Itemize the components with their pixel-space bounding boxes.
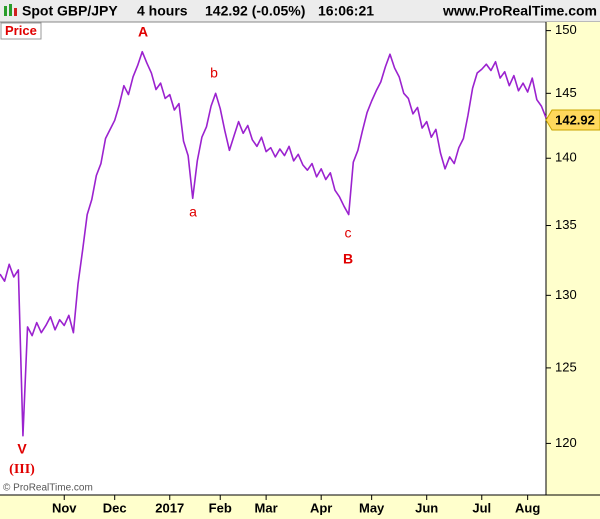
copyright: © ProRealTime.com bbox=[3, 483, 93, 494]
wave-label: b bbox=[210, 65, 218, 81]
x-tick-label: Jul bbox=[472, 500, 491, 515]
panel-label-box bbox=[0, 22, 42, 40]
y-tick-label: 120 bbox=[555, 435, 577, 450]
y-tick-label: 130 bbox=[555, 287, 577, 302]
wave-label: A bbox=[138, 24, 148, 40]
y-tick-label: 140 bbox=[555, 150, 577, 165]
source: www.ProRealTime.com bbox=[442, 3, 597, 19]
wave-label: V bbox=[17, 441, 27, 457]
x-tick-label: Mar bbox=[255, 500, 278, 515]
last-price-flag bbox=[545, 109, 600, 131]
wave-label: B bbox=[343, 251, 353, 267]
y-tick-label: 145 bbox=[555, 85, 577, 100]
last-price-label: 142.92 bbox=[555, 112, 595, 127]
price-line bbox=[0, 50, 547, 437]
timeframe: 4 hours bbox=[137, 3, 188, 19]
x-tick-label: May bbox=[359, 500, 385, 515]
x-tick-label: Apr bbox=[310, 500, 332, 515]
y-tick-label: 150 bbox=[555, 22, 577, 37]
quote: 142.92 (-0.05%) bbox=[205, 3, 305, 19]
x-tick-label: Nov bbox=[52, 500, 77, 515]
y-tick-label: 125 bbox=[555, 359, 577, 374]
x-tick-label: Dec bbox=[103, 500, 127, 515]
chart-icon bbox=[4, 4, 17, 16]
panel-label: Price bbox=[5, 23, 37, 38]
wave-label: (III) bbox=[9, 462, 35, 477]
x-tick-label: Aug bbox=[515, 500, 540, 515]
wave-label: a bbox=[189, 204, 197, 220]
y-tick-label: 135 bbox=[555, 217, 577, 232]
wave-label: c bbox=[345, 225, 352, 241]
x-tick-label: Jun bbox=[415, 500, 438, 515]
x-axis-panel bbox=[0, 495, 600, 519]
time: 16:06:21 bbox=[318, 3, 374, 19]
x-tick-label: Feb bbox=[209, 500, 232, 515]
header-bar bbox=[0, 0, 600, 22]
y-axis-panel bbox=[546, 22, 600, 519]
x-tick-label: 2017 bbox=[155, 500, 184, 515]
chart-title: Spot GBP/JPY bbox=[22, 3, 118, 19]
